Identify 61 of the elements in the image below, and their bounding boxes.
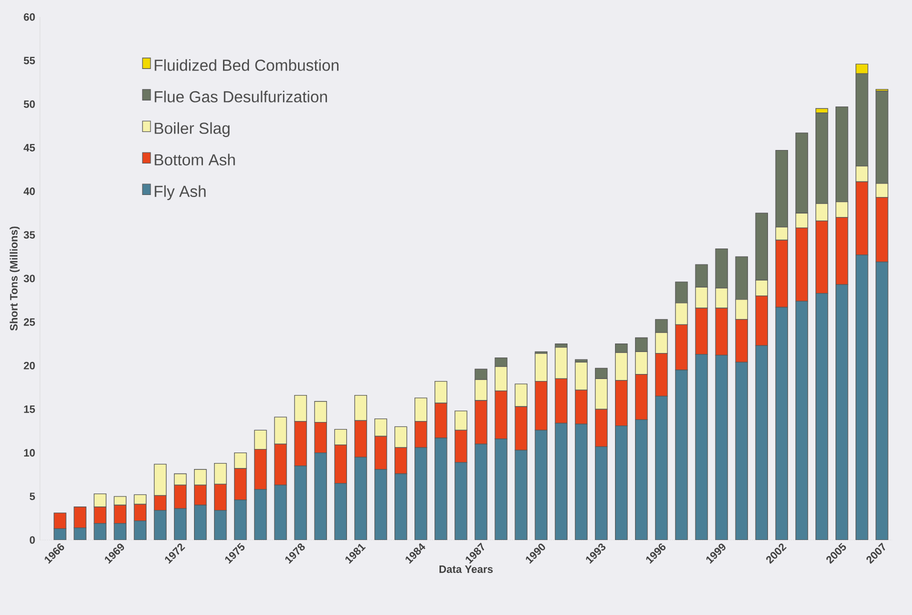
y-axis-title: Short Tons (Millions) [10,226,20,331]
bar [715,354,728,540]
y-tick-label: 0 [30,536,35,544]
y-tick-label: 25 [24,318,35,326]
legend-label: Fluidized Bed Combustion [154,59,338,71]
bar [414,447,428,540]
bar [534,430,548,540]
bar [554,422,568,540]
y-tick-label: 55 [24,56,35,64]
bar [574,424,588,540]
bar [334,482,348,540]
bar [494,438,508,540]
y-tick-label: 20 [24,362,35,370]
bar [454,462,468,540]
bar [755,345,768,540]
bar [876,262,888,540]
y-tick-label: 60 [24,13,35,21]
bar [74,506,86,528]
x-axis-title: Data Years [440,566,493,573]
y-tick-label: 50 [24,100,35,108]
bar [114,523,126,540]
bar [354,456,368,540]
y-tick-label: 15 [24,406,35,413]
bar [655,396,668,540]
bar [254,489,267,540]
bar [294,466,307,540]
bar [775,306,788,540]
y-tick-label: 5 [30,492,35,500]
bar [615,425,628,540]
y-tick-label: 30 [24,274,35,282]
bar [856,254,868,540]
bar [635,419,648,540]
bar [434,438,448,540]
bar [594,446,608,540]
y-tick-label: 35 [24,231,35,239]
legend-label: Fly Ash [154,185,206,200]
y-tick-label: 40 [24,188,35,196]
legend-label: Boiler Slag [154,122,230,138]
bar [695,354,708,540]
y-tick-label: 45 [24,144,35,152]
bar [214,510,227,540]
legend-label: Bottom Ash [154,154,235,166]
bar [514,450,528,540]
bar [675,370,688,540]
bar [274,484,287,540]
bar [374,469,388,540]
bar [234,500,247,540]
bar [815,292,828,540]
bar [134,520,146,540]
bar [194,504,207,540]
bar [735,362,748,540]
y-tick-label: 10 [24,449,35,457]
bar [394,473,408,540]
bar [795,300,808,540]
legend-label: Flue Gas Desulfurization [154,90,327,102]
bar [474,444,488,540]
bar [154,510,167,540]
bar [836,284,848,540]
bar [174,508,187,540]
bar [94,523,106,540]
bar [314,452,327,540]
